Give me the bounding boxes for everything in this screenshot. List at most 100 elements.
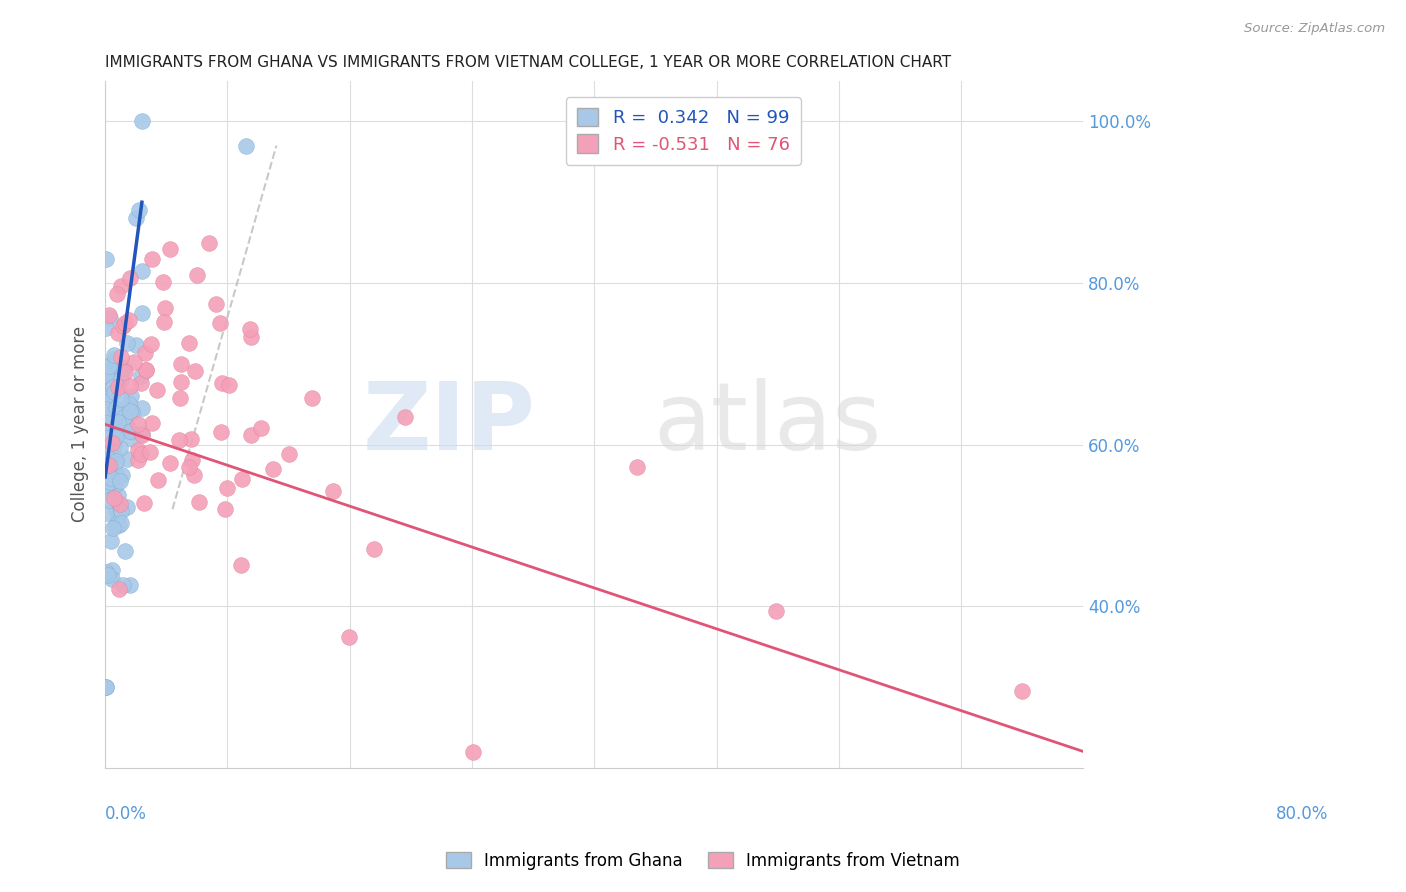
Point bbox=[114, 410, 136, 425]
Point bbox=[98, 456, 121, 470]
Point bbox=[131, 264, 153, 278]
Point bbox=[120, 424, 142, 438]
Point bbox=[131, 306, 153, 320]
Point bbox=[141, 252, 163, 266]
Point bbox=[131, 428, 153, 442]
Point bbox=[104, 425, 127, 439]
Point bbox=[197, 235, 219, 250]
Point bbox=[110, 504, 132, 518]
Point bbox=[170, 375, 193, 389]
Point bbox=[96, 565, 118, 579]
Point bbox=[153, 315, 176, 329]
Point bbox=[626, 460, 648, 475]
Point bbox=[103, 384, 125, 399]
Text: ZIP: ZIP bbox=[363, 378, 536, 470]
Point bbox=[110, 350, 132, 364]
Point bbox=[121, 405, 143, 419]
Point bbox=[121, 433, 143, 447]
Point bbox=[177, 336, 200, 351]
Point bbox=[96, 431, 118, 445]
Text: 80.0%: 80.0% bbox=[1275, 805, 1329, 823]
Point bbox=[183, 467, 205, 482]
Point bbox=[146, 384, 169, 398]
Point bbox=[96, 506, 118, 520]
Point bbox=[153, 301, 176, 315]
Point bbox=[111, 318, 134, 333]
Point bbox=[94, 437, 117, 451]
Point bbox=[97, 394, 120, 409]
Point bbox=[152, 276, 174, 290]
Legend: Immigrants from Ghana, Immigrants from Vietnam: Immigrants from Ghana, Immigrants from V… bbox=[439, 846, 967, 877]
Point bbox=[104, 410, 127, 425]
Point bbox=[128, 203, 150, 218]
Point bbox=[103, 438, 125, 452]
Point bbox=[322, 484, 344, 499]
Point bbox=[131, 427, 153, 442]
Point bbox=[120, 389, 142, 403]
Point bbox=[169, 357, 191, 371]
Point bbox=[112, 411, 135, 425]
Point bbox=[159, 242, 181, 256]
Point bbox=[135, 363, 157, 377]
Point bbox=[127, 442, 149, 457]
Point bbox=[103, 380, 125, 394]
Point bbox=[205, 297, 228, 311]
Point bbox=[167, 433, 190, 447]
Point bbox=[115, 451, 138, 466]
Point bbox=[96, 439, 118, 453]
Point bbox=[209, 425, 232, 439]
Point bbox=[107, 415, 129, 429]
Point bbox=[186, 268, 208, 282]
Text: atlas: atlas bbox=[652, 378, 882, 470]
Point bbox=[100, 453, 122, 467]
Point bbox=[129, 376, 152, 390]
Point bbox=[114, 316, 136, 330]
Point bbox=[118, 313, 141, 327]
Point bbox=[262, 462, 284, 476]
Point bbox=[131, 401, 153, 416]
Point bbox=[98, 475, 121, 489]
Point bbox=[124, 337, 146, 351]
Point bbox=[101, 563, 124, 577]
Point bbox=[103, 351, 125, 366]
Point bbox=[104, 401, 127, 415]
Point bbox=[122, 355, 145, 369]
Point bbox=[98, 413, 121, 427]
Point bbox=[148, 473, 170, 487]
Point bbox=[100, 435, 122, 450]
Point bbox=[97, 493, 120, 508]
Point bbox=[107, 380, 129, 394]
Point bbox=[100, 470, 122, 484]
Text: IMMIGRANTS FROM GHANA VS IMMIGRANTS FROM VIETNAM COLLEGE, 1 YEAR OR MORE CORRELA: IMMIGRANTS FROM GHANA VS IMMIGRANTS FROM… bbox=[105, 55, 952, 70]
Point bbox=[218, 377, 240, 392]
Point bbox=[115, 418, 138, 433]
Point bbox=[277, 447, 299, 461]
Point bbox=[115, 335, 138, 350]
Point bbox=[394, 410, 416, 425]
Point bbox=[100, 534, 122, 549]
Point bbox=[103, 348, 125, 362]
Point bbox=[104, 453, 127, 467]
Point bbox=[1011, 684, 1033, 698]
Point bbox=[104, 465, 127, 479]
Point bbox=[141, 417, 163, 431]
Point bbox=[103, 491, 125, 505]
Point bbox=[101, 521, 124, 535]
Point bbox=[127, 417, 149, 432]
Point bbox=[118, 396, 141, 410]
Point bbox=[127, 452, 149, 467]
Point bbox=[169, 392, 191, 406]
Point bbox=[112, 410, 135, 425]
Point bbox=[96, 461, 118, 475]
Point bbox=[250, 421, 273, 435]
Point bbox=[101, 572, 124, 586]
Point bbox=[98, 359, 121, 373]
Point bbox=[301, 391, 323, 405]
Point bbox=[131, 114, 153, 128]
Point bbox=[765, 604, 787, 618]
Point bbox=[188, 494, 211, 508]
Point bbox=[94, 479, 117, 493]
Point bbox=[107, 497, 129, 511]
Point bbox=[180, 432, 202, 446]
Point bbox=[94, 368, 117, 382]
